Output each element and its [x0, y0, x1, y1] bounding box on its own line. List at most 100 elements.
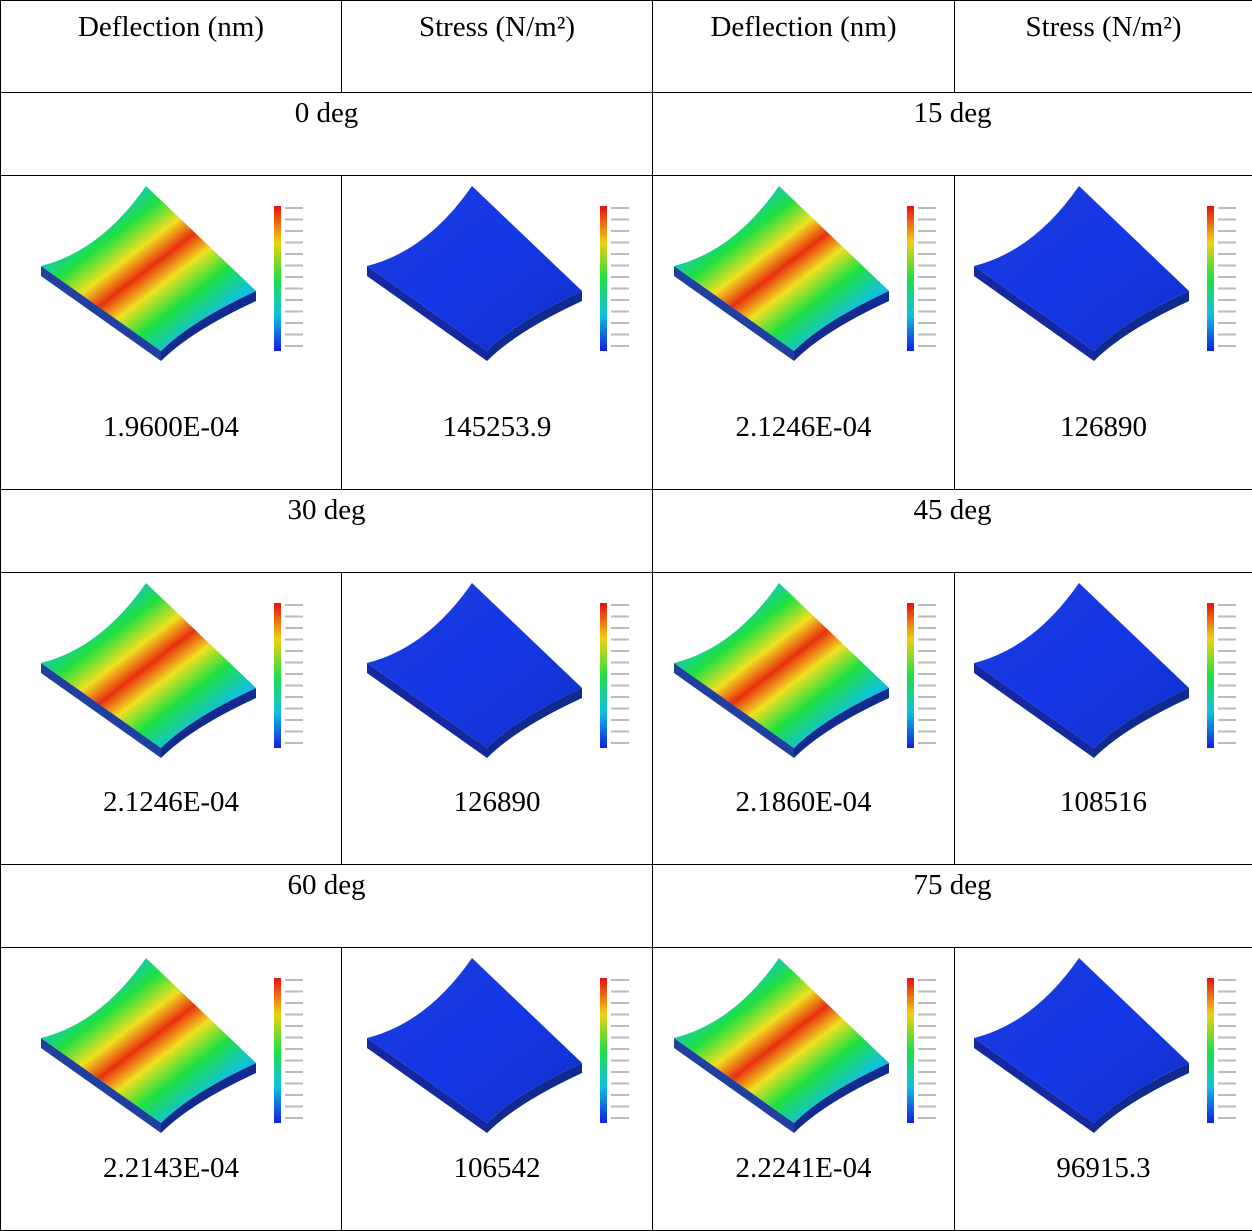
- value-text: 126890: [955, 411, 1252, 444]
- angle-cell: 15 deg: [653, 93, 1252, 176]
- value-text: 108516: [955, 786, 1252, 819]
- value-text: 106542: [342, 1152, 652, 1185]
- colorbar-label: [1218, 334, 1236, 336]
- colorbar-label: [1218, 288, 1236, 290]
- colorbar-label: [285, 991, 303, 993]
- colorbar-label: [285, 1094, 303, 1096]
- colorbar-label: [918, 1048, 936, 1050]
- colorbar-label: [1218, 696, 1236, 698]
- colorbar-label: [918, 1014, 936, 1016]
- plate-plot: [964, 953, 1244, 1133]
- colorbar-label: [918, 731, 936, 733]
- colorbar-label: [611, 616, 629, 618]
- value-text: 2.1246E-04: [1, 786, 341, 819]
- colorbar-label: [285, 673, 303, 675]
- colorbar-label: [918, 276, 936, 278]
- plate-surface: [974, 583, 1189, 748]
- colorbar-label: [285, 345, 303, 347]
- colorbar-label: [285, 1048, 303, 1050]
- value-text: 2.1860E-04: [653, 786, 954, 819]
- colorbar-label: [285, 696, 303, 698]
- colorbar-label: [918, 662, 936, 664]
- colorbar-label: [918, 673, 936, 675]
- colorbar-label: [918, 650, 936, 652]
- colorbar-label: [1218, 1025, 1236, 1027]
- colorbar-label: [1218, 322, 1236, 324]
- colorbar: [274, 603, 281, 748]
- plate-plot: [31, 578, 311, 758]
- page: Deflection (nm)Stress (N/m²)Deflection (…: [0, 0, 1252, 1230]
- plate-plot: [664, 578, 944, 758]
- colorbar-label: [1218, 673, 1236, 675]
- colorbar-label: [611, 207, 629, 209]
- colorbar-label: [918, 627, 936, 629]
- colorbar-label: [285, 685, 303, 687]
- colorbar-label: [611, 604, 629, 606]
- colorbar-label: [611, 1037, 629, 1039]
- colorbar-label: [285, 627, 303, 629]
- colorbar-label: [1218, 219, 1236, 221]
- image-cell: 108516: [955, 573, 1252, 865]
- colorbar-label: [918, 708, 936, 710]
- colorbar-label: [918, 719, 936, 721]
- colorbar-label: [1218, 1117, 1236, 1119]
- colorbar: [274, 206, 281, 351]
- colorbar-label: [1218, 742, 1236, 744]
- colorbar-label: [1218, 708, 1236, 710]
- plate-surface: [41, 186, 256, 351]
- colorbar-label: [611, 650, 629, 652]
- colorbar-label: [918, 639, 936, 641]
- colorbar-label: [611, 276, 629, 278]
- plate-surface: [974, 186, 1189, 351]
- colorbar-label: [918, 979, 936, 981]
- angle-cell: 30 deg: [1, 490, 653, 573]
- colorbar-label: [285, 719, 303, 721]
- colorbar-label: [285, 662, 303, 664]
- image-cell: 145253.9: [342, 176, 653, 490]
- colorbar-label: [1218, 265, 1236, 267]
- colorbar-label: [611, 1014, 629, 1016]
- colorbar: [1207, 978, 1214, 1123]
- colorbar-label: [1218, 299, 1236, 301]
- colorbar-label: [1218, 1094, 1236, 1096]
- colorbar-label: [1218, 685, 1236, 687]
- angle-cell: 0 deg: [1, 93, 653, 176]
- value-text: 2.1246E-04: [653, 411, 954, 444]
- colorbar-label: [1218, 731, 1236, 733]
- colorbar-label: [611, 1083, 629, 1085]
- plate-plot: [664, 181, 944, 361]
- colorbar-label: [285, 1014, 303, 1016]
- colorbar-label: [611, 242, 629, 244]
- colorbar-label: [285, 322, 303, 324]
- colorbar-label: [611, 696, 629, 698]
- colorbar: [1207, 206, 1214, 351]
- colorbar-label: [1218, 662, 1236, 664]
- colorbar: [1207, 603, 1214, 748]
- image-cell: 2.1860E-04: [653, 573, 955, 865]
- plate-surface: [41, 583, 256, 748]
- value-text: 145253.9: [342, 411, 652, 444]
- header-cell: Stress (N/m²): [955, 1, 1252, 93]
- colorbar-label: [918, 230, 936, 232]
- colorbar-label: [611, 1060, 629, 1062]
- colorbar-label: [285, 242, 303, 244]
- colorbar-label: [1218, 242, 1236, 244]
- colorbar-label: [611, 334, 629, 336]
- header-row: Deflection (nm)Stress (N/m²)Deflection (…: [1, 1, 1252, 93]
- colorbar-label: [285, 1071, 303, 1073]
- colorbar-label: [918, 1071, 936, 1073]
- colorbar: [600, 978, 607, 1123]
- colorbar-label: [918, 288, 936, 290]
- colorbar-label: [285, 311, 303, 313]
- plate-plot: [964, 181, 1244, 361]
- colorbar-label: [285, 253, 303, 255]
- colorbar-label: [285, 1117, 303, 1119]
- colorbar-label: [1218, 1014, 1236, 1016]
- colorbar-label: [285, 1060, 303, 1062]
- colorbar-label: [1218, 230, 1236, 232]
- colorbar-label: [918, 696, 936, 698]
- colorbar-label: [611, 230, 629, 232]
- colorbar-label: [918, 265, 936, 267]
